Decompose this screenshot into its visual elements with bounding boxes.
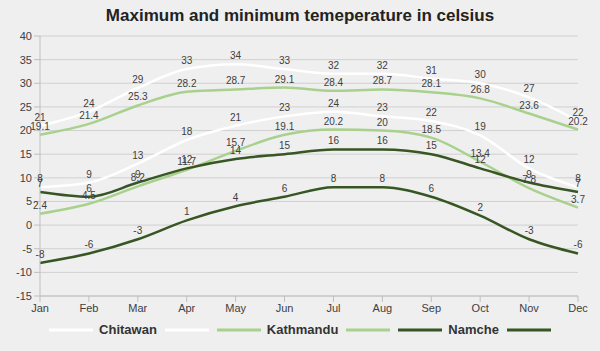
svg-text:12: 12 xyxy=(181,154,193,165)
svg-text:23: 23 xyxy=(279,102,291,113)
svg-text:29.1: 29.1 xyxy=(275,74,295,85)
svg-text:40: 40 xyxy=(20,30,32,42)
svg-text:28.7: 28.7 xyxy=(373,75,393,86)
svg-text:4: 4 xyxy=(233,192,239,203)
svg-text:Oct: Oct xyxy=(472,302,489,314)
svg-text:28.2: 28.2 xyxy=(177,78,197,89)
svg-text:15: 15 xyxy=(279,140,291,151)
svg-text:22: 22 xyxy=(426,107,438,118)
svg-text:24: 24 xyxy=(328,98,340,109)
svg-text:15: 15 xyxy=(426,140,438,151)
svg-text:8: 8 xyxy=(331,173,337,184)
svg-text:Jul: Jul xyxy=(326,302,340,314)
svg-text:35: 35 xyxy=(20,54,32,66)
svg-text:21.4: 21.4 xyxy=(79,110,99,121)
svg-text:9: 9 xyxy=(526,169,532,180)
svg-text:7.8: 7.8 xyxy=(522,174,536,186)
svg-text:28.1: 28.1 xyxy=(422,78,442,89)
svg-text:25.3: 25.3 xyxy=(128,91,148,102)
svg-text:23: 23 xyxy=(377,102,389,113)
svg-text:14: 14 xyxy=(230,145,242,156)
svg-text:Mar: Mar xyxy=(128,302,147,314)
svg-text:21: 21 xyxy=(34,111,46,123)
svg-text:22: 22 xyxy=(572,107,584,119)
svg-text:12: 12 xyxy=(524,154,536,165)
svg-text:19: 19 xyxy=(475,121,487,132)
svg-text:13.4: 13.4 xyxy=(470,147,490,159)
svg-text:25: 25 xyxy=(20,101,32,113)
svg-text:7: 7 xyxy=(575,178,581,189)
svg-text:16: 16 xyxy=(328,135,340,146)
svg-text:0: 0 xyxy=(26,219,32,231)
svg-text:15: 15 xyxy=(20,148,32,160)
svg-text:Jun: Jun xyxy=(276,302,294,314)
svg-text:23.6: 23.6 xyxy=(519,100,539,111)
svg-text:4.5: 4.5 xyxy=(82,189,96,201)
svg-text:3.7: 3.7 xyxy=(571,194,585,205)
svg-text:1: 1 xyxy=(184,206,190,217)
svg-text:19.1: 19.1 xyxy=(30,121,50,132)
svg-text:32: 32 xyxy=(377,60,389,71)
svg-text:10: 10 xyxy=(20,172,32,184)
svg-text:19.1: 19.1 xyxy=(275,121,295,132)
svg-text:20: 20 xyxy=(377,117,389,128)
svg-text:-3: -3 xyxy=(525,225,534,236)
svg-text:Feb: Feb xyxy=(79,302,98,314)
svg-text:16: 16 xyxy=(377,135,389,146)
svg-text:-6: -6 xyxy=(84,239,93,250)
html-text:Namche: Namche xyxy=(448,322,499,337)
svg-text:Sep: Sep xyxy=(421,302,441,314)
svg-text:20.2: 20.2 xyxy=(568,116,588,127)
svg-text:21: 21 xyxy=(230,112,242,123)
svg-text:6: 6 xyxy=(282,183,288,194)
html-text:Chitawan: Chitawan xyxy=(99,322,157,337)
svg-text:-6: -6 xyxy=(574,239,583,250)
svg-text:Aug: Aug xyxy=(373,302,393,314)
svg-text:29: 29 xyxy=(132,74,144,85)
svg-text:-15: -15 xyxy=(16,290,32,302)
svg-text:6: 6 xyxy=(428,183,434,194)
svg-text:9: 9 xyxy=(135,169,141,180)
svg-text:30: 30 xyxy=(475,69,487,80)
svg-text:34: 34 xyxy=(230,50,242,61)
svg-text:12: 12 xyxy=(475,154,487,165)
svg-text:Apr: Apr xyxy=(178,302,195,314)
svg-text:-10: -10 xyxy=(16,266,32,278)
svg-text:Nov: Nov xyxy=(519,302,539,314)
svg-text:18: 18 xyxy=(181,126,193,137)
svg-text:-3: -3 xyxy=(133,225,142,236)
svg-text:30: 30 xyxy=(20,77,32,89)
svg-text:33: 33 xyxy=(181,55,193,66)
svg-text:27: 27 xyxy=(524,83,536,94)
svg-text:2.4: 2.4 xyxy=(33,200,47,211)
svg-text:28.7: 28.7 xyxy=(226,75,246,86)
svg-text:20: 20 xyxy=(19,124,32,137)
svg-text:6: 6 xyxy=(86,183,92,194)
svg-text:31: 31 xyxy=(426,65,438,76)
html-text:Kathmandu: Kathmandu xyxy=(266,322,339,337)
svg-text:8: 8 xyxy=(380,173,386,184)
svg-text:13: 13 xyxy=(132,150,144,161)
svg-text:18.5: 18.5 xyxy=(422,124,442,135)
svg-text:May: May xyxy=(225,302,246,314)
svg-text:Dec: Dec xyxy=(568,302,588,314)
svg-text:5: 5 xyxy=(26,195,32,207)
svg-text:8.2: 8.2 xyxy=(130,172,145,184)
svg-text:Jan: Jan xyxy=(31,302,49,314)
svg-text:15.7: 15.7 xyxy=(225,136,246,148)
svg-text:32: 32 xyxy=(328,60,340,71)
svg-text:-8: -8 xyxy=(36,249,45,260)
svg-text:7: 7 xyxy=(37,178,43,189)
svg-text:20.2: 20.2 xyxy=(324,116,344,127)
svg-text:33: 33 xyxy=(279,55,291,66)
svg-text:28.4: 28.4 xyxy=(324,77,344,88)
svg-text:-5: -5 xyxy=(22,243,32,255)
html-text:Maximum and minimum temeperatu: Maximum and minimum temeperature in cels… xyxy=(105,6,495,25)
svg-text:26.8: 26.8 xyxy=(470,84,490,95)
svg-text:2: 2 xyxy=(477,202,483,213)
svg-text:9: 9 xyxy=(86,169,92,180)
svg-text:24: 24 xyxy=(83,98,95,109)
